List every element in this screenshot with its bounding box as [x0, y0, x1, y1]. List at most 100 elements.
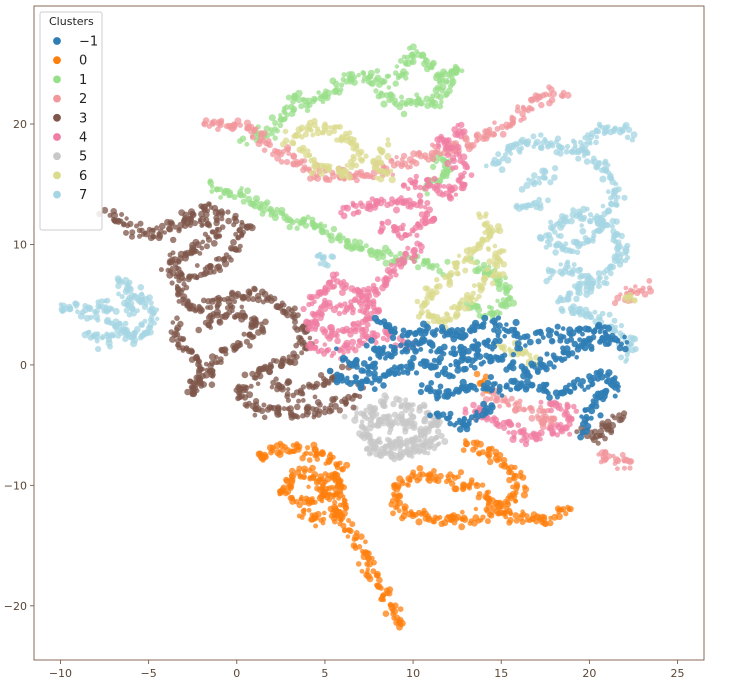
data-point — [322, 511, 327, 516]
data-point — [285, 391, 291, 397]
data-point — [414, 233, 419, 238]
data-point — [469, 172, 475, 178]
data-point — [527, 374, 533, 380]
data-point — [96, 299, 101, 304]
data-point — [307, 457, 313, 463]
data-point — [527, 353, 532, 358]
data-point — [323, 378, 329, 384]
data-point — [289, 110, 296, 117]
data-point — [435, 85, 441, 91]
data-point — [198, 251, 203, 256]
data-point — [271, 296, 277, 302]
data-point — [496, 334, 501, 339]
data-point — [409, 437, 415, 443]
data-point — [178, 209, 185, 216]
data-point — [585, 407, 590, 412]
data-point — [326, 167, 331, 172]
data-point — [131, 337, 138, 344]
data-point — [395, 504, 400, 509]
data-point — [593, 140, 599, 146]
data-point — [558, 233, 564, 239]
data-point — [608, 201, 615, 208]
data-point — [621, 195, 627, 201]
data-point — [443, 388, 450, 395]
data-point — [303, 167, 308, 172]
data-point — [229, 126, 235, 132]
data-point — [344, 205, 349, 210]
data-point — [578, 140, 583, 145]
data-point — [507, 493, 513, 499]
legend-label: 1 — [79, 73, 87, 88]
data-point — [445, 80, 450, 85]
data-point — [364, 243, 369, 248]
data-point — [182, 277, 187, 282]
data-point — [398, 343, 404, 349]
data-point — [393, 447, 398, 452]
data-point — [516, 406, 522, 412]
data-point — [332, 514, 337, 519]
data-point — [207, 180, 212, 185]
data-point — [351, 79, 358, 86]
data-point — [183, 252, 190, 259]
data-point — [311, 471, 318, 478]
data-point — [548, 276, 553, 281]
data-point — [338, 302, 343, 307]
data-point — [301, 384, 306, 389]
data-point — [647, 288, 654, 295]
data-point — [352, 380, 357, 385]
data-point — [554, 222, 559, 227]
data-point — [613, 375, 618, 380]
data-point — [434, 263, 439, 268]
data-point — [404, 101, 409, 106]
data-point — [379, 150, 385, 156]
data-point — [369, 415, 374, 420]
data-point — [484, 267, 490, 273]
legend-title: Clusters — [49, 15, 94, 28]
data-point — [559, 271, 565, 277]
data-point — [527, 518, 532, 523]
data-point — [502, 301, 508, 307]
data-point — [137, 228, 143, 234]
data-point — [197, 308, 204, 315]
data-point — [573, 296, 580, 303]
data-point — [550, 143, 556, 149]
data-point — [95, 346, 101, 352]
data-point — [310, 133, 315, 138]
data-point — [240, 387, 247, 394]
x-tick-label: −5 — [140, 667, 156, 680]
data-point — [595, 135, 599, 139]
data-point — [166, 226, 172, 232]
data-point — [357, 544, 363, 550]
data-point — [541, 408, 546, 413]
data-point — [458, 175, 463, 180]
data-point — [460, 68, 465, 73]
data-point — [148, 325, 154, 331]
data-point — [474, 304, 480, 310]
data-point — [535, 368, 541, 374]
data-point — [395, 64, 399, 68]
data-point — [487, 359, 493, 365]
data-point — [475, 241, 481, 247]
data-point — [496, 422, 503, 429]
data-point — [523, 386, 530, 393]
data-point — [487, 496, 492, 501]
data-point — [486, 490, 491, 495]
data-point — [354, 375, 359, 380]
data-point — [180, 296, 186, 302]
data-point — [123, 230, 129, 236]
data-point — [410, 414, 417, 421]
data-point — [315, 322, 320, 327]
data-point — [391, 349, 396, 354]
data-point — [287, 354, 292, 359]
data-point — [489, 319, 493, 323]
data-point — [124, 216, 128, 220]
data-point — [391, 224, 398, 231]
data-point — [605, 419, 612, 426]
data-point — [401, 453, 406, 458]
data-point — [140, 292, 145, 297]
data-point — [258, 133, 263, 138]
data-point — [296, 335, 302, 341]
data-point — [250, 134, 255, 139]
data-point — [255, 296, 262, 303]
